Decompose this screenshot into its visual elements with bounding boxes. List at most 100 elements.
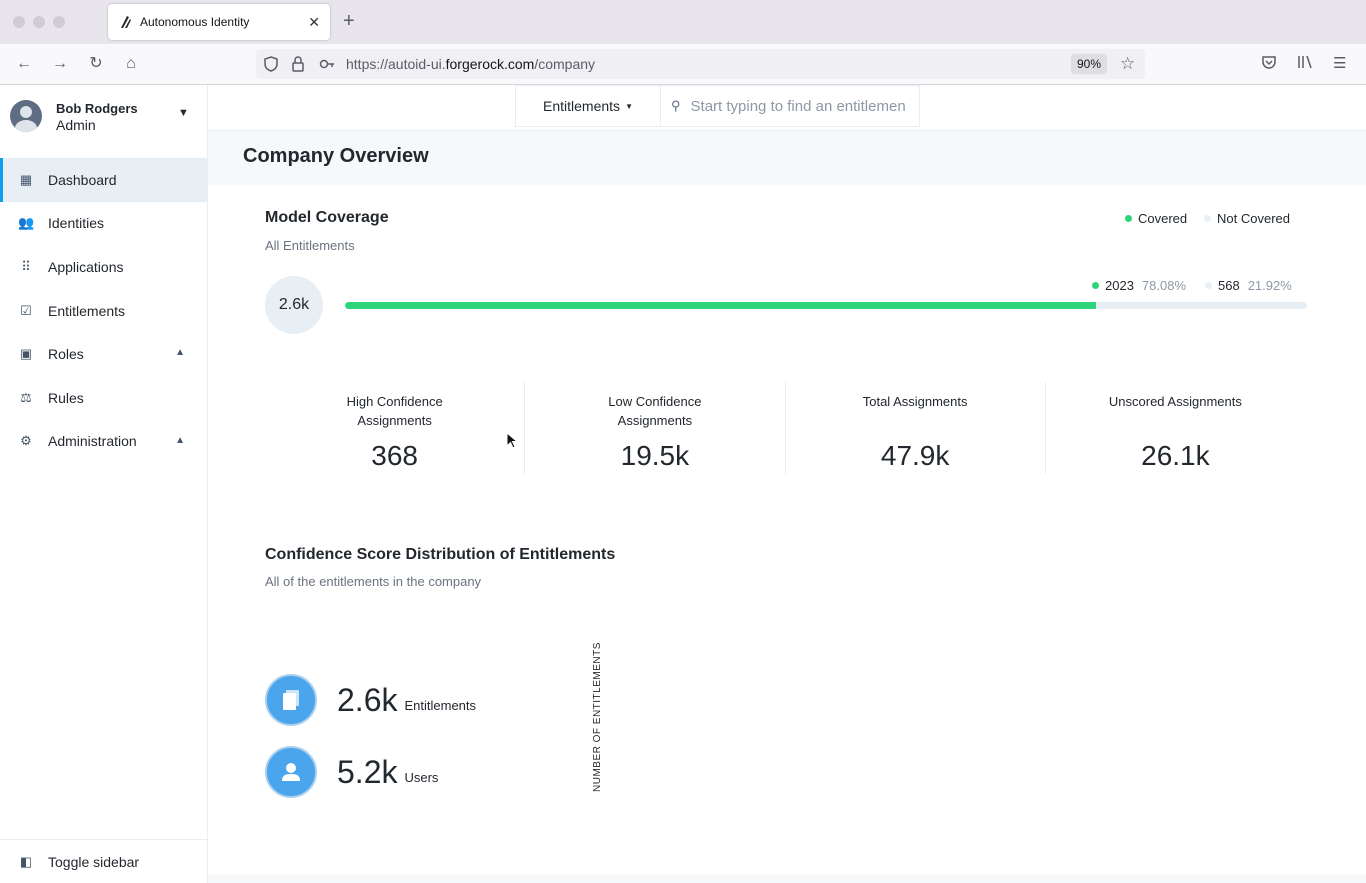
user-glyph [282,763,300,781]
window-close-button[interactable] [13,16,25,28]
document-glyph [283,690,299,710]
model-coverage-title: Model Coverage [265,209,389,226]
entitlements-summary: 2.6k Entitlements [265,674,476,726]
page-title: Company Overview [243,145,429,167]
stat-label: Low Confidence Assignments [608,394,702,428]
chevron-up-icon[interactable]: ▲ [175,434,185,446]
sidebar-item-dashboard[interactable]: ▦ Dashboard [0,158,207,202]
sidebar-item-identities[interactable]: 👥 Identities [0,202,207,246]
stat-value: 47.9k [880,440,950,471]
not-covered-bar-label: 568 21.92% [1205,278,1292,293]
avatar [10,100,42,132]
tab-title: Autonomous Identity [140,15,250,29]
stat-value: 19.5k [620,440,690,471]
forgerock-logo-icon [121,16,131,28]
stat-high-confidence[interactable]: High Confidence Assignments 368 [265,382,526,474]
main-content: Company Overview Model Coverage All Enti… [208,131,1366,883]
bookmark-star-icon[interactable]: ☆ [1120,54,1136,73]
stat-total-assignments[interactable]: Total Assignments 47.9k [786,382,1046,474]
gavel-icon: ⚖ [20,389,32,405]
not-covered-dot-icon [1205,282,1212,289]
coverage-progress-fill [345,302,1097,309]
user-name: Bob Rodgers [56,101,138,116]
sidebar-toggle-icon: ◧ [19,853,33,869]
people-icon: 👥 [18,215,35,231]
browser-tab[interactable]: Autonomous Identity ✕ [108,4,330,40]
sidebar-item-label: Entitlements [48,302,126,319]
search-icon: ⚲ [671,98,681,113]
browser-nav-bar: ← → ↻ ⌂ https://autoid-ui.forgerock.com/… [0,44,1366,85]
distribution-title: Confidence Score Distribution of Entitle… [265,546,616,563]
entitlements-count: 2.6k [337,681,398,718]
toggle-sidebar-button[interactable]: ◧ Toggle sidebar [0,839,207,883]
apps-grid-icon: ⠿ [21,258,31,274]
user-menu[interactable]: Bob Rodgers Admin ▼ [10,99,200,135]
covered-bar-label: 2023 78.08% [1092,278,1186,293]
user-icon [265,746,317,798]
search-box[interactable]: ⚲ [661,85,920,127]
overview-card: Model Coverage All Entitlements Covered … [208,185,1366,875]
search-input[interactable] [690,97,906,115]
legend-covered-label: Covered [1138,211,1188,226]
stat-label: Unscored Assignments [1108,394,1242,409]
url-text[interactable]: https://autoid-ui.forgerock.com/company [346,56,596,72]
window-maximize-button[interactable] [53,16,65,28]
key-icon[interactable] [319,56,335,72]
sidebar-item-label: Identities [48,215,105,232]
lock-icon[interactable] [291,56,305,72]
not-covered-count: 568 [1218,278,1240,293]
y-axis-label: NUMBER OF ENTITLEMENTS [592,642,603,792]
pocket-icon[interactable] [1261,54,1277,70]
sidebar-item-label: Administration [48,433,137,450]
users-unit: Users [404,769,439,785]
sidebar-item-administration[interactable]: ⚙ Administration ▲ [0,420,207,464]
library-icon[interactable] [1297,54,1313,70]
sidebar-item-label: Rules [48,389,84,406]
sidebar-item-entitlements[interactable]: ☑ Entitlements [0,289,207,333]
stat-label: High Confidence Assignments [346,394,443,428]
toggle-sidebar-label: Toggle sidebar [48,853,140,870]
gear-icon: ⚙ [20,433,32,449]
search-type-dropdown[interactable]: Entitlements ▼ [515,85,661,127]
checkbox-icon: ☑ [20,302,32,318]
legend-not-covered: Not Covered [1204,211,1290,226]
sidebar-menu: ▦ Dashboard 👥 Identities ⠿ Applications … [0,158,207,463]
covered-percent: 78.08% [1141,278,1187,293]
home-icon[interactable]: ⌂ [126,55,136,72]
legend-covered: Covered [1125,211,1187,226]
shield-icon[interactable] [264,56,278,72]
stat-label: Total Assignments [862,394,968,409]
users-count: 5.2k [337,753,398,790]
back-icon[interactable]: ← [16,55,32,72]
forward-icon[interactable]: → [52,55,68,72]
chevron-up-icon[interactable]: ▲ [175,347,185,359]
total-entitlements-circle: 2.6k [265,276,323,334]
search-type-label: Entitlements [543,98,621,114]
mouse-cursor-icon [506,432,519,449]
sidebar-item-rules[interactable]: ⚖ Rules [0,376,207,420]
zoom-level-badge[interactable]: 90% [1071,54,1108,74]
sidebar: Bob Rodgers Admin ▼ ▦ Dashboard 👥 Identi… [0,85,208,883]
sidebar-item-label: Dashboard [48,171,117,188]
window-minimize-button[interactable] [33,16,45,28]
new-tab-icon[interactable]: + [343,10,355,32]
sidebar-item-label: Roles [48,346,84,363]
hamburger-menu-icon[interactable]: ☰ [1333,55,1347,72]
user-role: Admin [56,117,96,133]
not-covered-dot-icon [1204,215,1211,222]
close-tab-icon[interactable]: ✕ [308,13,320,30]
chevron-down-icon[interactable]: ▼ [178,107,189,119]
coverage-progress-bar [345,302,1307,309]
sidebar-item-roles[interactable]: ▣ Roles ▲ [0,332,207,376]
sidebar-item-applications[interactable]: ⠿ Applications [0,245,207,289]
users-summary: 5.2k Users [265,746,438,798]
dashboard-icon: ▦ [19,171,33,187]
sidebar-item-label: Applications [48,258,124,275]
stat-unscored-assignments[interactable]: Unscored Assignments 26.1k [1046,382,1305,474]
covered-dot-icon [1092,282,1099,289]
stat-low-confidence[interactable]: Low Confidence Assignments 19.5k [525,382,786,474]
entitlements-unit: Entitlements [404,697,477,713]
reload-icon[interactable]: ↻ [89,55,103,72]
url-bar[interactable]: https://autoid-ui.forgerock.com/company … [256,49,1145,79]
distribution-subtitle: All of the entitlements in the company [265,574,482,589]
